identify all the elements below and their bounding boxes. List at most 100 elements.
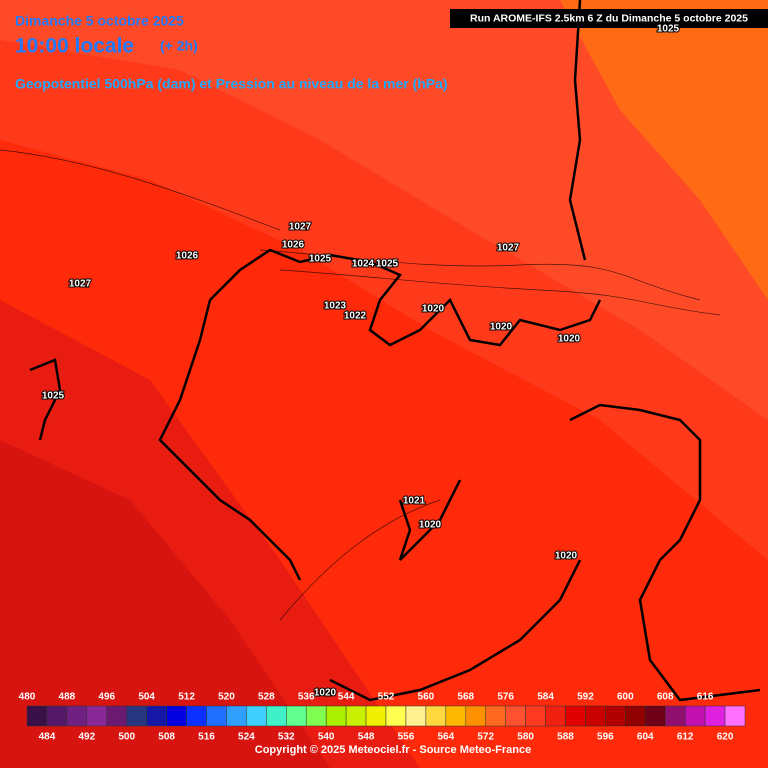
legend-swatch [585,705,606,727]
pressure-label: 1020 [422,304,445,315]
pressure-label: 1026 [176,251,199,262]
legend-label: 512 [178,692,195,703]
legend-swatch [286,705,307,727]
legend: 480 484 488 492 496 500 504 508 512 516 520 524 528 5… [19,692,746,743]
legend-swatch [724,705,746,727]
legend-label: 620 [717,732,734,743]
legend-swatch [505,705,526,727]
legend-label: 484 [39,732,56,743]
legend-swatch [525,705,546,727]
legend-label: 604 [637,732,654,743]
time-offset: (+ 2h) [160,38,198,54]
legend-swatch [26,705,48,727]
legend-swatch [126,705,147,727]
legend-swatch [186,705,207,727]
legend-label: 540 [318,732,335,743]
pressure-label: 1022 [344,311,367,322]
legend-swatch [266,705,287,727]
legend-label: 504 [138,692,155,703]
legend-label: 612 [677,732,694,743]
pressure-label: 1023 [324,301,347,312]
legend-swatch [345,705,367,727]
pressure-label: 1020 [314,688,337,699]
run-label-box [450,9,768,28]
pressure-label: 1025 [309,254,332,265]
legend-swatch [565,705,586,727]
legend-label: 508 [158,732,175,743]
legend-label: 528 [258,692,275,703]
pressure-label: 1020 [419,520,442,531]
date: Dimanche 5 octobre 2025 [15,13,184,29]
legend-label: 492 [78,732,95,743]
legend-label: 572 [477,732,494,743]
pressure-label: 1021 [403,496,426,507]
legend-swatch [86,705,108,727]
legend-swatch [46,705,68,727]
legend-swatch [226,705,247,727]
legend-label: 592 [577,692,594,703]
legend-swatch [664,705,686,727]
legend-swatch [325,705,347,727]
legend-label: 480 [19,692,36,703]
legend-label: 616 [697,692,714,703]
legend-label: 600 [617,692,634,703]
legend-label: 532 [278,732,295,743]
legend-label: 488 [59,692,76,703]
legend-label: 544 [338,692,355,703]
legend-swatch [365,705,387,727]
subtitle: Geopotentiel 500hPa (dam) et Pression au… [15,76,448,92]
legend-label: 576 [497,692,514,703]
legend-swatch [625,705,646,727]
legend-swatch [146,705,167,727]
legend-label: 588 [557,732,574,743]
legend-label: 584 [537,692,554,703]
legend-label: 552 [378,692,395,703]
legend-label: 548 [358,732,375,743]
legend-swatch [645,705,666,727]
pressure-label: 1020 [490,322,513,333]
pressure-label: 1027 [289,222,312,233]
run-label: Run AROME-IFS 2.5km 6 Z du Dimanche 5 oc… [470,12,748,24]
legend-label: 568 [457,692,474,703]
legend-swatch [684,705,706,727]
legend-swatch [305,705,327,727]
legend-label: 500 [118,732,135,743]
pressure-label: 1025 [42,391,65,402]
pressure-label: 1025 [376,259,399,270]
legend-label: 580 [517,732,534,743]
legend-swatch [106,705,127,727]
legend-label: 560 [418,692,435,703]
legend-swatch [704,705,726,727]
legend-label: 520 [218,692,235,703]
legend-swatch [166,705,187,727]
legend-swatch [66,705,88,727]
time: 10:00 locale [15,35,134,58]
legend-swatch [485,705,506,727]
pressure-label: 1020 [558,334,581,345]
legend-swatch [206,705,227,727]
pressure-label: 1027 [69,279,92,290]
pressure-label: 1027 [497,243,520,254]
legend-label: 564 [437,732,454,743]
pressure-label: 1020 [555,551,578,562]
legend-label: 536 [298,692,315,703]
legend-label: 596 [597,732,614,743]
legend-label: 556 [398,732,415,743]
copyright: Copyright © 2025 Meteociel.fr - Source M… [255,744,531,756]
coastlines [29,0,761,702]
legend-label: 608 [657,692,674,703]
legend-swatch [605,705,626,727]
pressure-label: 1026 [282,240,305,251]
legend-swatch [445,705,467,727]
legend-swatch [425,705,447,727]
legend-swatch [405,705,427,727]
isobars [0,149,721,621]
legend-label: 516 [198,732,215,743]
legend-swatch [465,705,486,727]
pressure-label: 1025 [657,24,680,35]
legend-swatch [385,705,407,727]
legend-label: 524 [238,732,255,743]
legend-swatch [246,705,267,727]
